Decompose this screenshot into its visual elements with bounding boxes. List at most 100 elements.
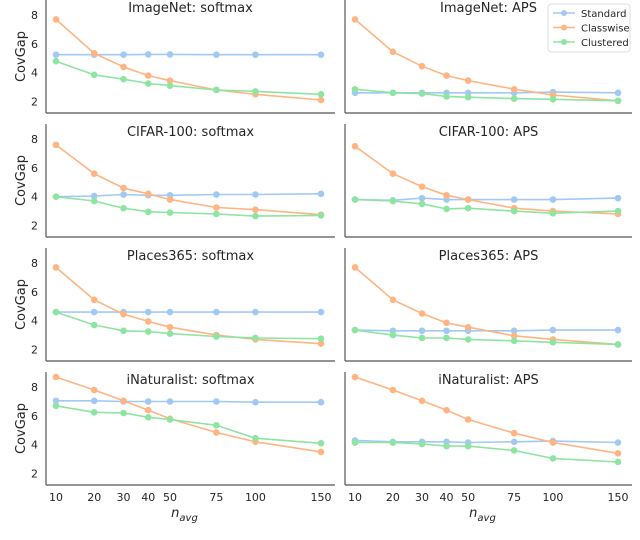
x-tick-label: 20	[386, 491, 400, 504]
series-clustered-point	[351, 196, 359, 203]
y-tick-label: 2	[31, 95, 38, 108]
series-clustered-point	[90, 197, 98, 205]
series-clustered-point	[464, 442, 472, 450]
y-tick-label: 8	[31, 381, 38, 394]
series-clustered-point	[252, 434, 259, 442]
series-clustered-point	[443, 442, 450, 450]
series-clustered-point	[144, 414, 152, 421]
panel-title: CIFAR-100: softmax	[127, 125, 254, 140]
series-classwise-point	[389, 170, 397, 177]
series-classwise-point	[166, 77, 174, 84]
panel-title: Places365: softmax	[127, 249, 254, 264]
series-classwise-line	[354, 18, 619, 102]
series-classwise-point	[120, 184, 127, 192]
series-standard-point	[144, 398, 152, 405]
series-classwise-point	[252, 206, 259, 213]
series-classwise-point	[351, 373, 359, 381]
series-classwise-point	[120, 310, 127, 318]
series-clustered-point	[443, 205, 450, 213]
y-axis-label: CovGap	[14, 155, 29, 206]
series-classwise-point	[418, 397, 426, 405]
series-standard-line	[56, 399, 321, 404]
series-classwise-point	[90, 170, 98, 177]
series-clustered-point	[252, 88, 259, 95]
panel-title: ImageNet: APS	[440, 1, 537, 16]
series-standard-point	[317, 398, 325, 406]
series-clustered-line	[55, 405, 322, 445]
series-classwise-line	[55, 144, 322, 216]
series-standard-point	[443, 327, 450, 335]
series-clustered-line	[355, 441, 619, 463]
series-clustered-line	[354, 329, 619, 346]
series-standard-point	[166, 308, 174, 316]
series-classwise-line	[55, 376, 322, 453]
y-tick-label: 4	[31, 315, 38, 328]
series-classwise-line	[55, 266, 322, 345]
series-clustered-line	[55, 311, 322, 340]
series-clustered-point	[510, 337, 518, 345]
series-standard-point	[549, 326, 557, 334]
series-standard-point	[166, 398, 174, 405]
series-clustered-point	[90, 321, 98, 329]
series-standard-point	[213, 398, 220, 405]
series-clustered-point	[120, 75, 127, 83]
series-classwise-point	[389, 48, 397, 56]
x-axis-label: navg	[171, 506, 198, 524]
panel-imagenet-aps: ImageNet: APS Standard Classwise Clustered	[344, 0, 632, 114]
y-tick-label: 4	[31, 439, 38, 452]
series-clustered-point	[443, 334, 450, 342]
series-classwise-point	[317, 96, 325, 104]
series-classwise-point	[144, 190, 152, 198]
x-tick-label: 10	[49, 491, 63, 504]
series-classwise-point	[52, 373, 60, 381]
x-axis-label: navg	[469, 506, 496, 524]
series-clustered-point	[614, 341, 622, 348]
series-classwise-point	[464, 196, 472, 203]
series-standard-point	[614, 439, 622, 446]
series-classwise-point	[389, 386, 397, 394]
x-axis-label-main: n	[469, 506, 477, 521]
series-clustered-point	[144, 80, 152, 87]
series-clustered-point	[351, 439, 359, 446]
series-clustered-point	[166, 209, 174, 216]
series-standard-point	[252, 398, 259, 406]
series-standard-point	[120, 191, 127, 198]
series-clustered-point	[418, 334, 426, 342]
legend-label-classwise: Classwise	[581, 24, 630, 35]
series-classwise-line	[354, 145, 619, 215]
panel-places365-aps: Places365: APS	[344, 248, 632, 362]
y-axis-label: CovGap	[14, 403, 29, 454]
series-standard-point	[614, 326, 622, 334]
series-standard-line	[354, 197, 619, 202]
series-clustered-point	[213, 210, 220, 218]
series-clustered-point	[166, 416, 174, 423]
series-clustered-point	[144, 208, 152, 216]
series-classwise-point	[317, 448, 325, 456]
series-classwise-point	[144, 318, 152, 325]
series-clustered-point	[213, 86, 220, 94]
x-tick-label: 50	[163, 491, 177, 504]
series-standard-point	[317, 308, 325, 316]
series-clustered-point	[389, 89, 397, 97]
series-clustered-point	[252, 212, 259, 220]
series-standard-point	[510, 196, 518, 203]
panel-title: iNaturalist: softmax	[126, 373, 254, 388]
x-tick-label: 10	[348, 491, 362, 504]
series-classwise-line	[354, 376, 619, 455]
series-standard-point	[52, 51, 60, 59]
legend: Standard Classwise Clustered	[547, 3, 631, 53]
series-clustered-point	[52, 308, 60, 316]
series-classwise-point	[464, 77, 472, 84]
series-standard-point	[144, 308, 152, 316]
legend-swatch-marker	[561, 24, 567, 31]
x-tick-label: 30	[415, 491, 429, 504]
series-clustered-point	[351, 85, 359, 93]
series-standard-point	[90, 308, 98, 316]
y-tick-label: 2	[31, 343, 38, 356]
series-clustered-point	[549, 209, 557, 217]
series-clustered-point	[52, 402, 60, 410]
panel-title: ImageNet: softmax	[128, 1, 253, 16]
series-clustered-point	[351, 326, 359, 334]
